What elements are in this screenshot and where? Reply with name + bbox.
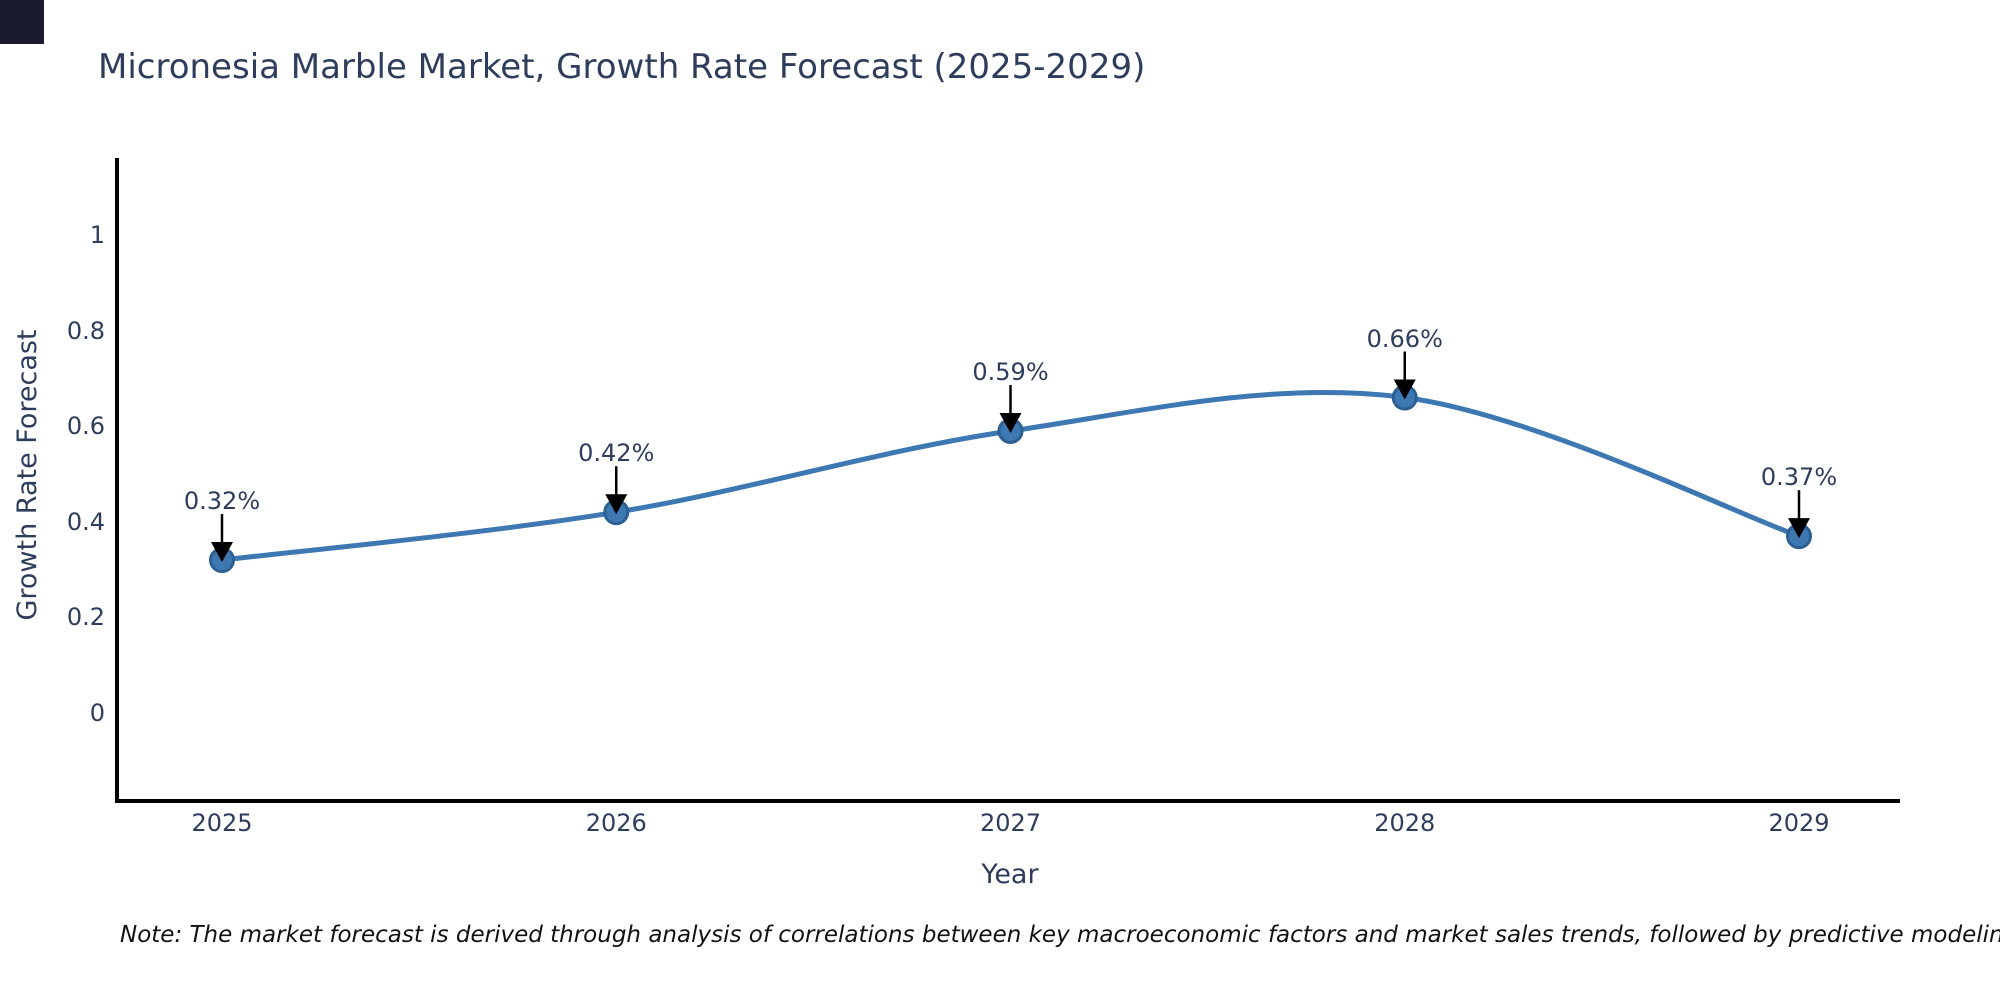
data-point-annotation: 0.37% — [1760, 463, 1838, 492]
chart-title: Micronesia Marble Market, Growth Rate Fo… — [98, 47, 1146, 87]
annotation-arrowhead — [605, 494, 628, 515]
data-point-annotation: 0.66% — [1366, 324, 1443, 353]
x-tick-label: 2028 — [1374, 809, 1436, 837]
annotation-arrowhead — [211, 542, 233, 563]
data-point-annotation: 0.32% — [183, 487, 261, 516]
x-tick-label: 2026 — [585, 809, 647, 837]
annotation-arrowhead — [999, 412, 1022, 433]
y-tick-label: 0.2 — [66, 603, 105, 632]
x-tick-label: 2025 — [191, 809, 253, 837]
y-tick-label: 0.8 — [66, 316, 105, 345]
annotation-arrowhead — [1788, 518, 1810, 539]
y-tick-label: 0 — [89, 699, 105, 727]
y-tick-label: 0.4 — [66, 507, 105, 536]
data-point-annotation: 0.59% — [972, 357, 1049, 386]
x-axis-title: Year — [981, 859, 1039, 890]
footnote: Note: The market forecast is derived thr… — [120, 922, 2000, 948]
x-tick-label: 2029 — [1768, 809, 1830, 837]
y-tick-label: 0.6 — [66, 412, 105, 441]
annotation-arrowhead — [1393, 379, 1416, 400]
y-tick-label: 1 — [89, 221, 105, 249]
data-point-annotation: 0.42% — [578, 439, 655, 468]
x-tick-label: 2027 — [979, 809, 1042, 837]
corner-accent — [0, 0, 44, 44]
